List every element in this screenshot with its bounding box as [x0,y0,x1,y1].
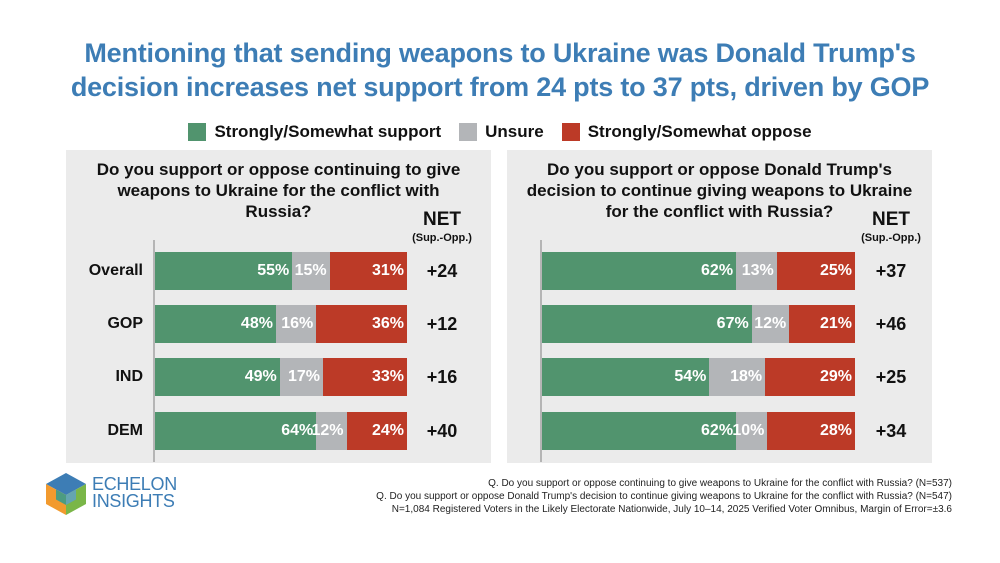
chart-question-line: Do you support or oppose continuing to g… [96,160,461,179]
bar-support-dem: 64% [155,412,317,450]
bar-support-overall: 55% [155,252,293,290]
net-value-gop: +12 [426,314,458,334]
logo-line-2: INSIGHTS [92,491,175,511]
row-label-ind: IND [115,368,143,385]
bar-support-dem: 62% [542,412,737,450]
chart-question-trump-framing: Do you support or oppose Donald Trump's … [507,159,932,222]
bar-unsure-dem: 12% [311,412,347,450]
net-value-dem: +40 [426,421,458,441]
legend-swatch-support [188,123,207,141]
legend-item-support: Strongly/Somewhat support [188,122,441,142]
legend-swatch-unsure [459,123,478,141]
page-title: Mentioning that sending weapons to Ukrai… [0,36,1000,104]
legend-label-support: Strongly/Somewhat support [214,122,442,141]
bar-unsure-overall: 15% [292,252,330,290]
bar-axis-line [540,240,542,462]
chart-question-line: for the conflict with Russia? [605,202,834,221]
footnote-sample: N=1,084 Registered Voters in the Likely … [391,504,952,515]
chart-question-line: weapons to Ukraine for the conflict with [117,181,440,200]
legend-swatch-oppose [561,123,580,141]
net-header: NET (Sup.-Opp.) [846,209,936,245]
chart-panel-baseline: Do you support or oppose continuing to g… [66,150,491,463]
bar-unsure-gop: 16% [275,305,317,343]
legend-item-unsure: Unsure [459,122,544,142]
chart-question-line: Do you support or oppose Donald Trump's [547,160,892,179]
net-header-subtitle: (Sup.-Opp.) [861,232,921,244]
bar-unsure-ind: 18% [709,358,766,396]
net-header: NET (Sup.-Opp.) [397,209,487,245]
net-header-title: NET [872,209,910,230]
net-value-dem: +34 [875,421,907,441]
row-label-dem: DEM [107,422,143,439]
bar-support-gop: 48% [155,305,276,343]
bar-support-gop: 67% [542,305,752,343]
bar-unsure-dem: 10% [732,412,768,450]
bar-oppose-gop: 21% [789,305,855,343]
bar-support-ind: 49% [155,358,280,396]
echelon-logo-icon [46,473,86,515]
net-header-title: NET [423,209,461,230]
bar-oppose-ind: 29% [765,358,855,396]
legend-label-unsure: Unsure [485,122,544,141]
legend: Strongly/Somewhat support Unsure Strongl… [0,122,1000,142]
chart-question-line: Russia? [245,202,312,221]
row-label-gop: GOP [107,315,143,332]
bar-unsure-gop: 12% [751,305,790,343]
legend-label-oppose: Strongly/Somewhat oppose [587,122,812,141]
bar-oppose-gop: 36% [316,305,407,343]
bar-unsure-overall: 13% [736,252,777,290]
net-value-overall: +37 [875,261,907,281]
bar-axis-line [153,240,155,462]
row-label-overall: Overall [88,262,143,279]
chart-question-line: decision to continue giving weapons to U… [526,181,913,200]
net-value-overall: +24 [426,261,458,281]
logo-line-1: ECHELON [92,474,177,494]
bar-unsure-ind: 17% [279,358,323,396]
bar-oppose-overall: 31% [329,252,407,290]
net-value-ind: +16 [426,367,458,387]
title-line-2: decision increases net support from 24 p… [70,72,930,102]
bar-support-overall: 62% [542,252,737,290]
net-value-ind: +25 [875,367,907,387]
net-header-subtitle: (Sup.-Opp.) [412,232,472,244]
title-line-1: Mentioning that sending weapons to Ukrai… [84,38,916,68]
legend-item-oppose: Strongly/Somewhat oppose [561,122,812,142]
chart-question-baseline: Do you support or oppose continuing to g… [66,159,491,222]
chart-panel-trump-framing: Do you support or oppose Donald Trump's … [507,150,932,463]
footnote-q2: Q. Do you support or oppose Donald Trump… [376,491,952,502]
bar-oppose-dem: 28% [767,412,855,450]
footnote-q1: Q. Do you support or oppose continuing t… [488,478,952,489]
footnotes: Q. Do you support or oppose continuing t… [376,477,952,516]
bar-oppose-ind: 33% [323,358,407,396]
net-value-gop: +46 [875,314,907,334]
bar-oppose-overall: 25% [776,252,855,290]
logo-wordmark: ECHELON INSIGHTS [92,474,177,511]
bar-support-ind: 54% [542,358,710,396]
bar-oppose-dem: 24% [346,412,407,450]
